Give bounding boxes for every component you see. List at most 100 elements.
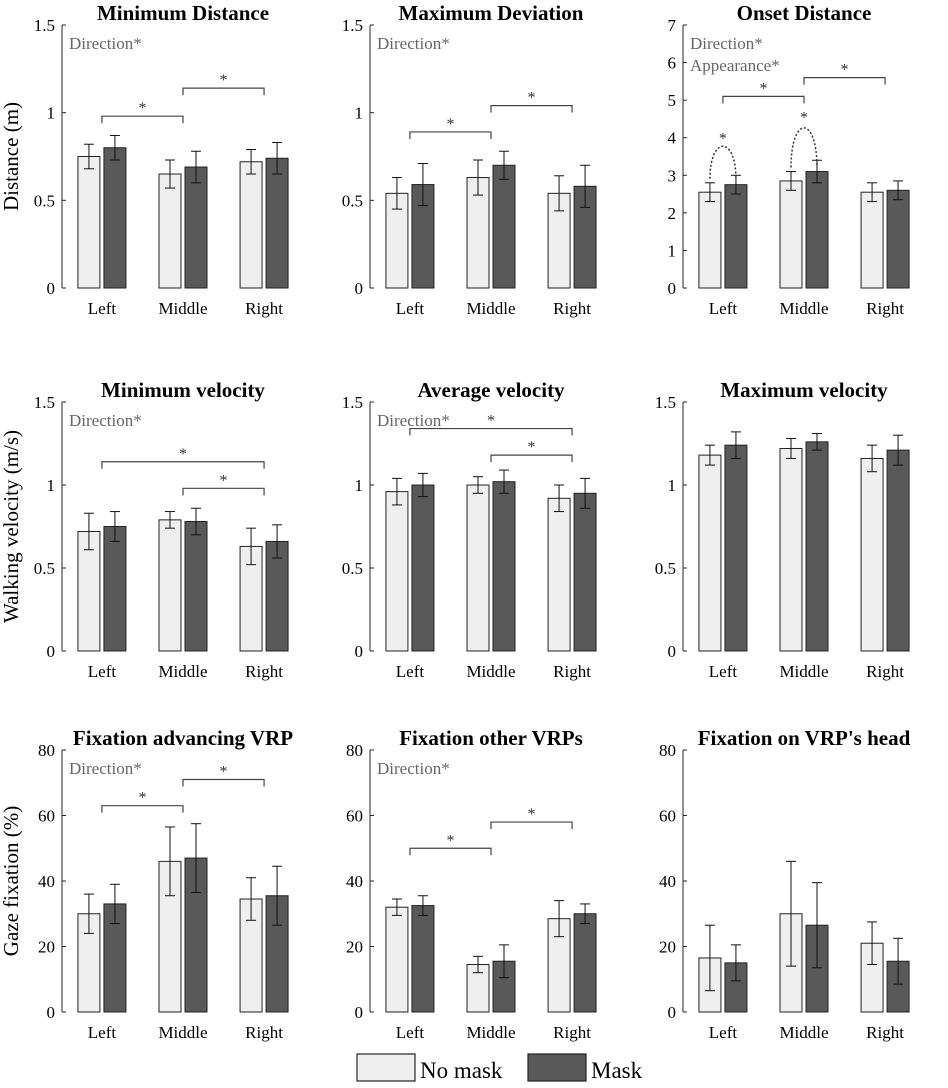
significance-star: *	[528, 90, 536, 107]
x-tick-label: Right	[245, 1023, 283, 1042]
y-tick-label: 4	[668, 129, 677, 148]
x-tick-label: Middle	[779, 1023, 828, 1042]
x-tick-label: Right	[245, 299, 283, 318]
bar-no-mask-right	[860, 191, 884, 289]
significance-star: *	[138, 100, 146, 117]
significance-bracket	[182, 487, 265, 496]
bar-mask-left	[103, 526, 127, 652]
significance-star: *	[446, 832, 454, 849]
x-tick-label: Right	[553, 1023, 591, 1042]
y-tick-label: 1.5	[34, 16, 55, 35]
significance-star: *	[220, 763, 228, 780]
bar-no-mask-left	[385, 491, 409, 652]
y-tick-label: 60	[38, 807, 55, 826]
x-tick-label: Left	[88, 1023, 117, 1042]
chart-title: Maximum Deviation	[399, 1, 584, 25]
y-tick-label: 0	[47, 642, 56, 661]
bar-mask-left	[411, 905, 435, 1013]
bar-no-mask-middle	[466, 484, 490, 652]
chart-title: Fixation on VRP's head	[698, 726, 911, 750]
y-tick-label: 0	[47, 1003, 56, 1022]
legend-swatch-mask	[527, 1053, 587, 1082]
y-tick-label: 5	[668, 91, 677, 110]
significance-bracket	[490, 105, 573, 113]
y-tick-label: 40	[346, 872, 363, 891]
effect-annotation: Direction*	[69, 34, 142, 53]
bar-mask-middle	[492, 164, 516, 289]
y-tick-label: 3	[668, 166, 677, 185]
bar-no-mask-middle	[779, 180, 803, 289]
significance-star: *	[220, 72, 228, 89]
x-tick-label: Middle	[466, 1023, 515, 1042]
y-tick-label: 0	[668, 1003, 677, 1022]
legend-swatch-no-mask	[356, 1053, 416, 1082]
y-tick-label: 60	[659, 807, 676, 826]
effect-annotation: Direction*	[69, 411, 142, 430]
y-tick-label: 40	[38, 872, 55, 891]
significance-star: *	[220, 472, 228, 489]
legend-label: No mask	[420, 1058, 503, 1083]
chart-title: Average velocity	[417, 378, 565, 402]
bar-mask-right	[573, 913, 597, 1013]
bar-mask-right	[886, 449, 910, 652]
bar-no-mask-middle	[158, 173, 182, 289]
y-tick-label: 80	[38, 741, 55, 760]
x-tick-label: Middle	[466, 299, 515, 318]
significance-bracket	[803, 77, 886, 85]
y-tick-label: 1	[47, 104, 56, 123]
significance-bracket	[182, 87, 265, 96]
y-tick-label: 1.5	[342, 393, 363, 412]
x-tick-label: Left	[709, 299, 738, 318]
chart-title: Minimum Distance	[97, 1, 269, 25]
bar-mask-middle	[184, 521, 208, 652]
y-tick-label: 6	[668, 54, 677, 73]
x-tick-label: Right	[866, 299, 904, 318]
bar-no-mask-left	[385, 906, 409, 1013]
effect-annotation: Direction*	[69, 759, 142, 778]
significance-star: *	[841, 62, 849, 79]
within-group-arc	[790, 127, 818, 168]
bar-mask-middle	[805, 441, 829, 652]
significance-bracket	[409, 131, 492, 139]
x-tick-label: Middle	[779, 299, 828, 318]
y-tick-label: 20	[659, 938, 676, 957]
chart-panel-8: Fixation other VRPs 0 20 40 60 80 Left Middle Ri…	[346, 726, 597, 1042]
bar-mask-middle	[805, 171, 829, 289]
chart-title: Maximum velocity	[720, 378, 888, 402]
legend-label: Mask	[591, 1058, 643, 1083]
significance-star: *	[179, 446, 187, 463]
significance-bracket	[490, 454, 573, 463]
significance-star: *	[446, 116, 454, 133]
x-tick-label: Left	[709, 1023, 738, 1042]
y-tick-label: 20	[38, 938, 55, 957]
y-axis-label: Gaze fixation (%)	[0, 806, 23, 956]
bar-mask-right	[265, 157, 289, 289]
y-tick-label: 2	[668, 204, 677, 223]
y-tick-label: 0.5	[655, 559, 676, 578]
chart-title: Fixation other VRPs	[399, 726, 583, 750]
bar-no-mask-left	[698, 454, 722, 652]
bar-no-mask-middle	[158, 519, 182, 652]
y-tick-label: 1	[668, 241, 677, 260]
significance-star: *	[800, 110, 808, 127]
chart-panel-1: Minimum Distance 0 0.5 1 1.5 Distance (m) Left…	[0, 1, 289, 318]
chart-panel-7: Fixation advancing VRP 0 20 40 60 80 Gaze fixa…	[0, 726, 293, 1042]
y-axis-label: Walking velocity (m/s)	[0, 430, 23, 623]
x-tick-label: Right	[553, 662, 591, 681]
y-tick-label: 0.5	[342, 191, 363, 210]
x-tick-label: Right	[245, 662, 283, 681]
chart-title: Onset Distance	[737, 1, 872, 25]
y-tick-label: 60	[346, 807, 363, 826]
x-tick-label: Left	[396, 299, 425, 318]
x-tick-label: Left	[396, 1023, 425, 1042]
chart-panel-3: Onset Distance 0 1 2 3 4 5 6 7 Left Middle Right Dir…	[668, 1, 910, 318]
y-tick-label: 1	[47, 476, 56, 495]
significance-star: *	[759, 80, 767, 97]
within-group-arc	[709, 145, 737, 179]
x-tick-label: Middle	[158, 662, 207, 681]
y-tick-label: 1	[355, 104, 364, 123]
x-tick-label: Middle	[158, 299, 207, 318]
y-tick-label: 0.5	[34, 191, 55, 210]
y-tick-label: 0.5	[342, 559, 363, 578]
